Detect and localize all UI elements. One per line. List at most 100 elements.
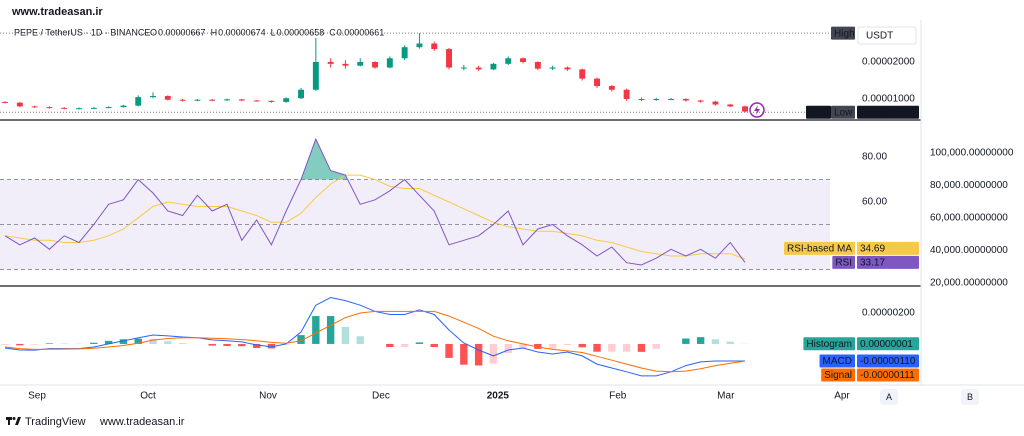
- candle-body: [386, 58, 393, 68]
- candle-body: [46, 107, 53, 109]
- histogram-bar: [326, 316, 335, 344]
- logo-part: [8, 417, 10, 425]
- candle-body: [253, 100, 260, 102]
- candle-body: [446, 49, 452, 68]
- histogram-bar: [90, 342, 98, 344]
- axis-button[interactable]: [880, 389, 898, 405]
- histogram-bar: [208, 343, 216, 346]
- candle-body: [668, 98, 674, 100]
- y-tick-label: 80.00: [862, 152, 887, 163]
- currency: USDT: [866, 31, 893, 42]
- candle-body: [682, 98, 689, 101]
- histogram-bar: [386, 343, 394, 348]
- candle-body: [490, 63, 497, 70]
- candle-body: [727, 104, 734, 107]
- logo-part: [12, 417, 16, 420]
- x-tick-label: Mar: [717, 391, 735, 402]
- ohlc-label: O: [150, 27, 157, 37]
- histogram-bar: [267, 343, 276, 349]
- y-tick-label: 60.00: [862, 197, 887, 208]
- ohlc-label: C: [329, 27, 336, 37]
- candle-body: [105, 107, 112, 109]
- candle-body: [712, 101, 719, 105]
- candle-body: [401, 47, 408, 59]
- histogram-bar: [682, 338, 690, 344]
- value-label: -0.00000111: [860, 370, 915, 381]
- histogram-bar: [711, 339, 720, 344]
- histogram-bar: [134, 338, 142, 344]
- ohlc-label: H: [211, 27, 218, 37]
- legend-name: MACD: [823, 356, 852, 367]
- candle-body: [742, 106, 748, 112]
- histogram-bar: [104, 340, 113, 344]
- histogram-bar: [593, 343, 601, 352]
- legend-name: Histogram: [806, 339, 852, 350]
- candle-body: [653, 98, 660, 100]
- histogram-bar: [164, 341, 172, 344]
- candle-body: [120, 105, 127, 108]
- value-label-box: [857, 241, 919, 255]
- x-tick-label: Feb: [609, 391, 627, 402]
- histogram-bar: [312, 316, 320, 344]
- tradingview-logo: [6, 417, 21, 425]
- candle-body: [431, 43, 438, 50]
- legend-name-box: [821, 368, 855, 382]
- candle-body: [150, 96, 156, 98]
- symbol-tag-box: [806, 105, 831, 119]
- axis-button[interactable]: [961, 389, 979, 405]
- histogram-bar: [238, 343, 246, 347]
- high-label: High: [834, 28, 855, 39]
- y-tick-label: 0.00001000: [862, 94, 915, 105]
- candle-body: [61, 107, 68, 109]
- histogram-bar: [356, 336, 364, 344]
- symbol-tag: PEPE: [809, 107, 836, 118]
- candle-body: [312, 61, 319, 90]
- low-price: 0.00000627: [860, 107, 913, 118]
- candle-body: [520, 58, 526, 62]
- oversold-fill: [5, 269, 746, 270]
- y2-tick-label: 80,000.00000000: [930, 180, 1008, 191]
- histogram-bar: [696, 337, 705, 344]
- overbought-fill: [301, 139, 348, 180]
- candle-body: [638, 98, 645, 100]
- candle-body: [283, 98, 290, 102]
- histogram-bar: [16, 343, 24, 346]
- histogram-bar: [430, 343, 438, 348]
- histogram-bar: [400, 343, 409, 348]
- y-tick-label: 0.00000200: [862, 308, 915, 319]
- histogram-bar: [726, 341, 734, 344]
- histogram-bar: [652, 343, 660, 349]
- value-label-box: [857, 337, 919, 351]
- low-label: Low: [834, 107, 853, 118]
- histogram-bar: [637, 343, 646, 352]
- value-label-box: [857, 354, 919, 368]
- candle-body: [697, 100, 704, 102]
- site-watermark: www.tradeasan.ir: [11, 6, 103, 18]
- candle-body: [135, 97, 142, 106]
- low-price-box: [857, 105, 919, 119]
- x-tick-label: Oct: [140, 391, 156, 402]
- candle-body: [31, 106, 38, 108]
- footer-brand: TradingView: [25, 416, 86, 428]
- value-label-box: [857, 255, 919, 269]
- candle-body: [90, 107, 97, 109]
- histogram-bar: [608, 343, 616, 352]
- candle-body: [608, 86, 615, 90]
- histogram-bar: [119, 339, 128, 344]
- x-tick-label: Apr: [834, 391, 850, 402]
- y-tick-label: 0.00002000: [862, 57, 915, 68]
- value-label: 0.00000001: [860, 339, 913, 350]
- ohlc-value: 0.00000658: [277, 27, 325, 37]
- x-tick-label: Sep: [28, 391, 46, 402]
- histogram-bar: [563, 343, 572, 346]
- axis-button-label: A: [886, 392, 892, 402]
- x-tick-label: Dec: [372, 391, 390, 402]
- histogram-bar: [341, 326, 350, 344]
- logo-part: [15, 417, 21, 425]
- candle-body: [534, 61, 541, 69]
- event-icon-bolt: [754, 105, 760, 115]
- y2-tick-label: 40,000.00000000: [930, 245, 1008, 256]
- candle-body: [579, 69, 586, 79]
- candle-body: [564, 67, 571, 70]
